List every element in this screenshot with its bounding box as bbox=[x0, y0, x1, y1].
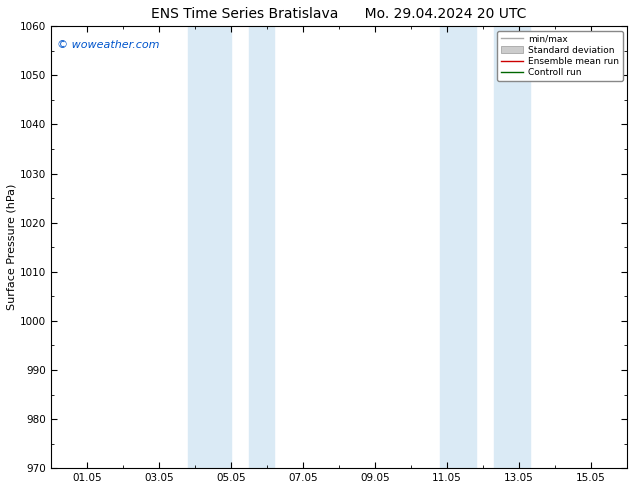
Legend: min/max, Standard deviation, Ensemble mean run, Controll run: min/max, Standard deviation, Ensemble me… bbox=[497, 31, 623, 81]
Bar bbox=[188, 26, 231, 468]
Bar bbox=[440, 26, 476, 468]
Y-axis label: Surface Pressure (hPa): Surface Pressure (hPa) bbox=[7, 184, 17, 311]
Text: © woweather.com: © woweather.com bbox=[56, 40, 159, 49]
Bar bbox=[249, 26, 274, 468]
Title: ENS Time Series Bratislava      Mo. 29.04.2024 20 UTC: ENS Time Series Bratislava Mo. 29.04.202… bbox=[152, 7, 527, 21]
Bar bbox=[494, 26, 530, 468]
